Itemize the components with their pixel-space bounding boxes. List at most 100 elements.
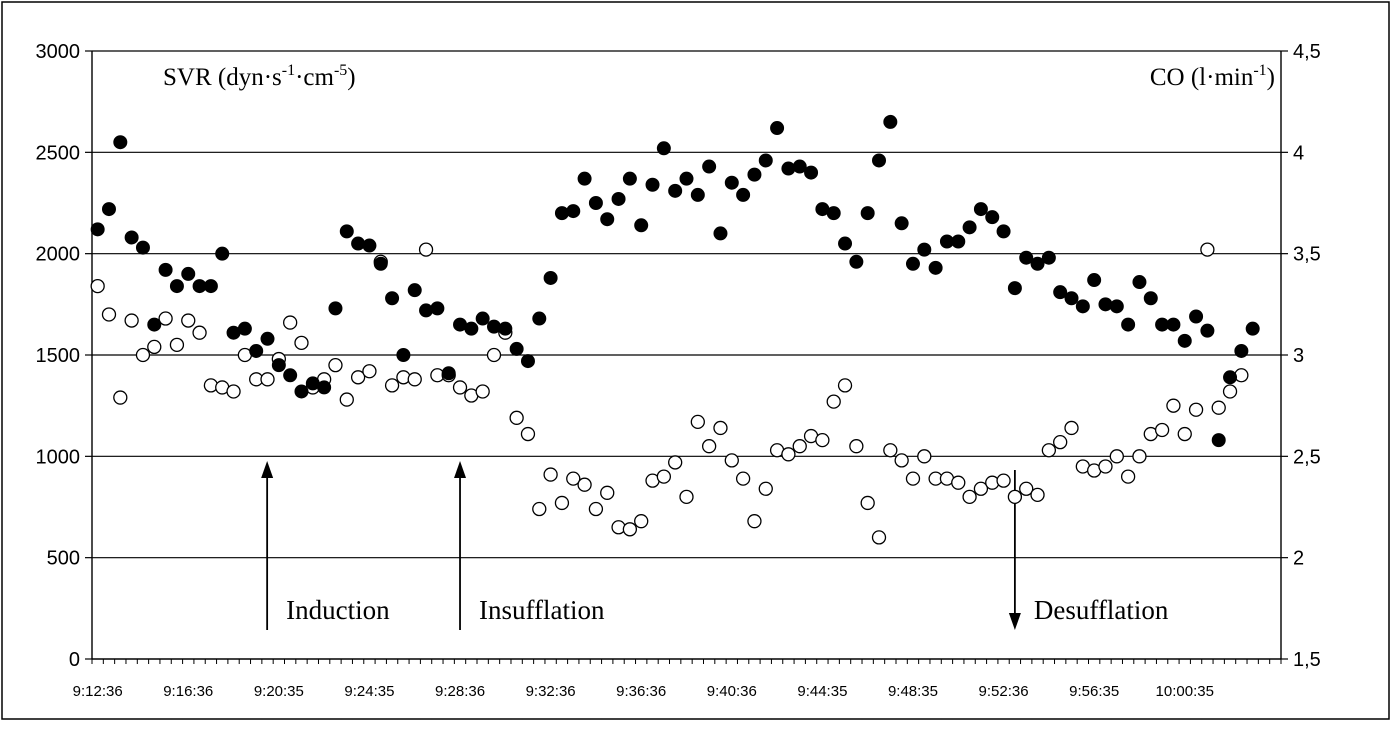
co-point xyxy=(826,394,841,409)
x-tick-label: 9:52:36 xyxy=(979,683,1029,700)
co-point xyxy=(124,313,139,328)
y-right-tick-label: 1,5 xyxy=(1293,649,1321,671)
svr-point xyxy=(419,303,434,318)
x-tick-label: 9:56:35 xyxy=(1069,683,1119,700)
y-right-axis-title: CO (l·min-1) xyxy=(1150,62,1275,91)
co-point xyxy=(90,278,105,294)
co-point xyxy=(294,335,309,350)
co-point xyxy=(475,384,490,399)
gridlines xyxy=(92,50,1281,559)
annotation-arrow-head xyxy=(261,461,274,478)
svr-point xyxy=(973,202,988,217)
y-right-tick-label: 2 xyxy=(1293,548,1304,570)
svr-point xyxy=(872,153,887,168)
co-point xyxy=(1200,242,1215,257)
co-point xyxy=(701,439,717,454)
svr-point xyxy=(588,196,603,210)
x-tick-label: 9:40:36 xyxy=(707,683,757,700)
svr-point xyxy=(271,358,286,373)
x-tick-label: 9:32:36 xyxy=(526,683,576,700)
svr-point xyxy=(985,210,1000,225)
co-point xyxy=(1166,398,1181,413)
svr-point xyxy=(702,159,717,174)
svr-point xyxy=(679,171,694,186)
svr-point xyxy=(396,348,411,362)
co-point xyxy=(622,522,638,537)
svr-point xyxy=(1030,256,1045,271)
svr-point xyxy=(294,384,309,399)
y-right-tick-label: 3,5 xyxy=(1293,244,1321,266)
co-point xyxy=(962,489,977,505)
tick-labels: 0 1,5 500 2 1000 2,5 1500 3 2000 3,5 2500 4 3000 4,5 9… xyxy=(36,41,1321,700)
co-point xyxy=(1211,400,1226,415)
x-tick-label: 10:00:35 xyxy=(1156,683,1214,700)
y-right-tick-label: 2,5 xyxy=(1293,446,1321,468)
svr-point xyxy=(1200,323,1215,338)
x-tick-label: 9:12:36 xyxy=(73,683,123,700)
y-left-tick-label: 1500 xyxy=(36,345,81,367)
svr-point xyxy=(1121,317,1136,332)
svr-point xyxy=(611,191,626,206)
svr-point xyxy=(894,216,909,231)
y-left-tick-label: 2000 xyxy=(36,244,81,266)
co-point xyxy=(226,384,241,399)
co-point xyxy=(362,364,377,379)
svr-point xyxy=(1075,299,1090,314)
svr-point xyxy=(860,206,875,221)
svr-point xyxy=(215,246,230,261)
annotation-arrow-head xyxy=(454,461,467,478)
co-point xyxy=(384,378,400,393)
co-point xyxy=(418,242,434,257)
svr-point xyxy=(634,218,649,233)
co-point xyxy=(792,439,807,454)
y-left-tick-label: 3000 xyxy=(36,41,81,63)
svr-point xyxy=(1041,250,1056,265)
svr-point xyxy=(124,230,139,245)
co-point xyxy=(1007,489,1023,505)
svr-point xyxy=(622,171,637,186)
svr-point xyxy=(781,161,796,176)
co-point xyxy=(1132,449,1147,464)
svr-point xyxy=(1064,291,1079,306)
svr-point xyxy=(283,368,298,383)
co-point xyxy=(1098,459,1113,474)
svr-point xyxy=(90,222,105,237)
svr-point xyxy=(554,206,569,221)
co-point xyxy=(260,372,275,387)
x-tick-label: 9:44:35 xyxy=(797,683,847,700)
svr-point xyxy=(917,242,932,257)
svr-point xyxy=(566,204,581,219)
svr-point xyxy=(532,311,547,326)
co-point xyxy=(1188,402,1204,417)
co-point xyxy=(724,453,739,468)
co-point xyxy=(135,347,151,363)
y-right-tick-label: 4,5 xyxy=(1293,41,1321,63)
co-point xyxy=(147,339,162,355)
svr-point xyxy=(804,165,819,180)
co-point xyxy=(520,426,536,442)
svr-point xyxy=(169,279,184,294)
svr-point xyxy=(736,187,751,202)
co-point xyxy=(407,372,422,387)
y-left-tick-label: 500 xyxy=(47,548,80,570)
co-point xyxy=(1154,422,1170,438)
y-left-tick-label: 0 xyxy=(69,649,80,671)
svr-point xyxy=(905,256,920,271)
svr-point xyxy=(1189,309,1204,324)
svr-point xyxy=(486,319,501,334)
co-point xyxy=(1222,384,1238,399)
y-left-tick-label: 1000 xyxy=(36,446,81,468)
svr-point xyxy=(373,256,388,271)
co-point xyxy=(849,439,864,454)
annotation-label: Insufflation xyxy=(479,595,605,625)
svr-point xyxy=(1098,297,1113,312)
co-point xyxy=(169,337,185,353)
co-point xyxy=(1234,368,1249,383)
x-tick-label: 9:48:35 xyxy=(888,683,938,700)
svr-point xyxy=(158,262,173,277)
svr-point xyxy=(520,354,535,369)
svr-point xyxy=(475,311,490,326)
svr-point xyxy=(498,321,513,336)
svr-point xyxy=(1087,273,1102,288)
